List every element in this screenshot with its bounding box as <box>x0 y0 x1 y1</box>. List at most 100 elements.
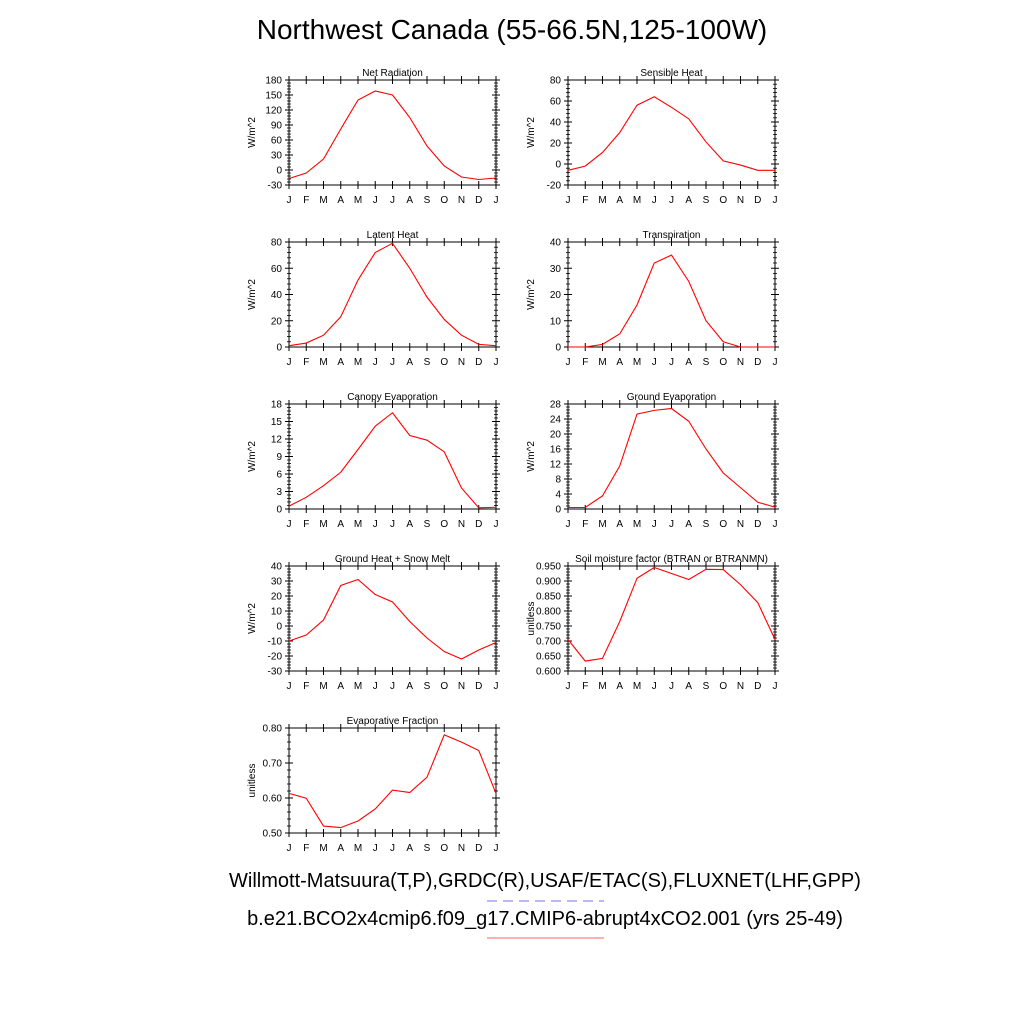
x-tick-label: O <box>440 681 448 692</box>
x-tick-label: M <box>354 195 362 206</box>
y-tick-label: 30 <box>550 264 562 275</box>
x-tick-label: J <box>494 843 499 854</box>
x-tick-label: D <box>475 519 482 530</box>
x-tick-label: J <box>373 195 378 206</box>
y-tick-label: 40 <box>271 290 283 301</box>
x-tick-label: A <box>406 519 413 530</box>
x-tick-label: J <box>652 195 657 206</box>
y-tick-label: -10 <box>268 637 283 648</box>
x-tick-label: A <box>337 519 344 530</box>
x-tick-label: O <box>440 843 448 854</box>
x-tick-label: M <box>598 681 606 692</box>
x-tick-label: A <box>616 195 623 206</box>
y-axis-label: unitless <box>247 764 258 798</box>
x-tick-label: J <box>652 681 657 692</box>
x-tick-label: D <box>754 519 761 530</box>
x-tick-label: J <box>287 519 292 530</box>
y-axis-label: W/m^2 <box>526 117 537 148</box>
chart-title: Net Radiation <box>362 68 423 79</box>
x-tick-label: F <box>582 519 588 530</box>
plot-frame <box>567 79 776 186</box>
x-tick-label: M <box>354 843 362 854</box>
plot-frame <box>567 565 776 672</box>
x-tick-label: J <box>287 843 292 854</box>
y-tick-label: 8 <box>555 475 561 486</box>
y-tick-label: 0 <box>276 505 282 516</box>
x-tick-label: S <box>703 195 710 206</box>
x-tick-label: J <box>494 681 499 692</box>
x-tick-label: J <box>390 843 395 854</box>
x-tick-label: A <box>616 519 623 530</box>
series-line <box>567 566 776 662</box>
y-tick-label: -20 <box>268 652 283 663</box>
x-tick-label: S <box>703 357 710 368</box>
x-tick-label: N <box>458 357 465 368</box>
y-axis-label: W/m^2 <box>526 279 537 310</box>
x-tick-label: A <box>337 843 344 854</box>
x-tick-label: A <box>337 681 344 692</box>
x-tick-label: N <box>737 357 744 368</box>
x-tick-label: A <box>685 519 692 530</box>
y-tick-label: 120 <box>265 106 282 117</box>
y-tick-label: 90 <box>271 121 283 132</box>
x-tick-label: J <box>652 519 657 530</box>
x-tick-label: D <box>754 195 761 206</box>
chart-title: Canopy Evaporation <box>347 392 438 403</box>
y-tick-label: 0.650 <box>536 652 561 663</box>
x-tick-label: S <box>424 519 431 530</box>
x-tick-label: J <box>773 195 778 206</box>
y-tick-label: 0.900 <box>536 577 561 588</box>
plot-frame <box>288 403 497 510</box>
x-tick-label: J <box>566 357 571 368</box>
x-tick-label: J <box>390 357 395 368</box>
y-tick-label: 28 <box>550 400 562 411</box>
x-tick-label: M <box>319 195 327 206</box>
y-axis-label: W/m^2 <box>247 117 258 148</box>
x-tick-label: N <box>458 681 465 692</box>
x-tick-label: M <box>598 519 606 530</box>
x-tick-label: F <box>582 195 588 206</box>
chart-panel: Ground Heat + Snow Melt W/m^2 -30 -20 -10 0 10… <box>247 554 500 692</box>
x-tick-label: J <box>669 195 674 206</box>
series-line <box>288 734 497 829</box>
y-axis-label: W/m^2 <box>247 441 258 472</box>
x-tick-label: M <box>354 357 362 368</box>
y-tick-label: -30 <box>268 181 283 192</box>
chart-panel: Evaporative Fraction unitless 0.50 0.60 0.70… <box>247 716 500 854</box>
y-tick-label: 0 <box>555 160 561 171</box>
x-tick-label: O <box>719 519 727 530</box>
x-tick-label: J <box>287 195 292 206</box>
plot-frame <box>567 241 776 348</box>
y-tick-label: 0 <box>276 166 282 177</box>
x-tick-label: J <box>390 681 395 692</box>
series-line <box>568 254 775 348</box>
x-tick-label: J <box>373 357 378 368</box>
x-tick-label: M <box>633 519 641 530</box>
y-tick-label: 4 <box>555 490 561 501</box>
x-tick-label: N <box>737 519 744 530</box>
x-tick-label: M <box>319 357 327 368</box>
x-tick-label: J <box>669 681 674 692</box>
x-tick-label: J <box>566 681 571 692</box>
y-tick-label: 12 <box>271 435 283 446</box>
y-tick-label: 12 <box>550 460 562 471</box>
x-tick-label: M <box>633 357 641 368</box>
series-line <box>568 407 776 509</box>
chart-title: Ground Heat + Snow Melt <box>335 554 451 565</box>
y-tick-label: 9 <box>276 452 282 463</box>
x-tick-label: N <box>737 195 744 206</box>
x-tick-label: N <box>737 681 744 692</box>
x-tick-label: A <box>685 681 692 692</box>
x-tick-label: M <box>319 519 327 530</box>
y-tick-label: 0 <box>276 343 282 354</box>
y-tick-label: 0.80 <box>263 724 283 735</box>
x-tick-label: A <box>616 681 623 692</box>
chart-panel: Soil moisture factor (BTRAN or BTRANMN) u… <box>526 554 779 692</box>
x-tick-label: J <box>566 195 571 206</box>
x-tick-label: J <box>669 519 674 530</box>
y-tick-label: 16 <box>550 445 562 456</box>
